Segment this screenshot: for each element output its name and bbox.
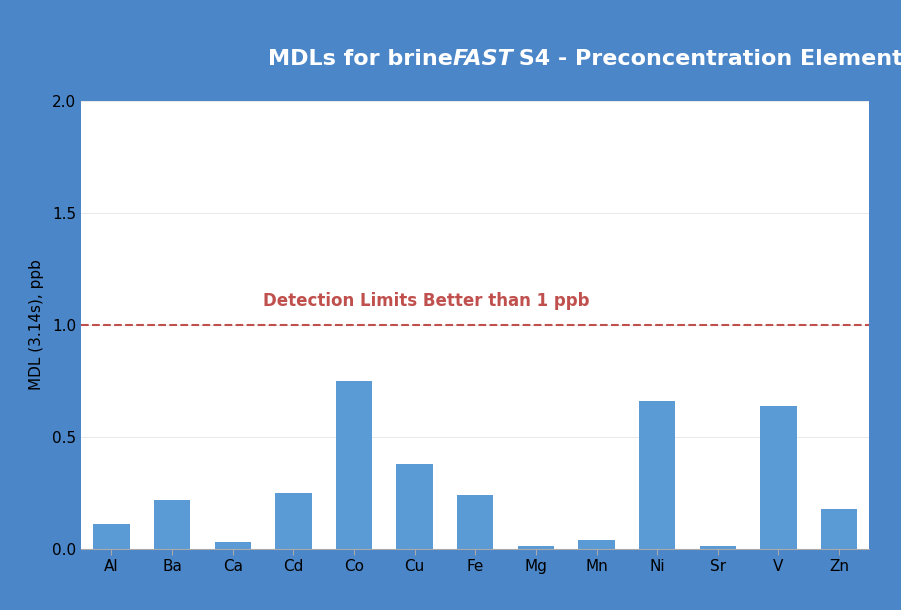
- Bar: [578, 540, 614, 549]
- Text: Detection Limits Better than 1 ppb: Detection Limits Better than 1 ppb: [263, 292, 589, 310]
- Text: MDLs for brine: MDLs for brine: [268, 49, 453, 69]
- Bar: [700, 546, 736, 549]
- Y-axis label: MDL (3.14s), ppb: MDL (3.14s), ppb: [29, 259, 44, 390]
- Bar: [93, 525, 130, 549]
- Bar: [275, 493, 312, 549]
- Bar: [457, 495, 494, 549]
- Bar: [154, 500, 190, 549]
- Bar: [760, 406, 796, 549]
- Text: FAST: FAST: [453, 49, 514, 69]
- Bar: [821, 509, 858, 549]
- Bar: [518, 546, 554, 549]
- Text: S4 - Preconcentration Elements: S4 - Preconcentration Elements: [511, 49, 901, 69]
- Bar: [639, 401, 676, 549]
- Bar: [336, 381, 372, 549]
- Bar: [396, 464, 432, 549]
- Bar: [214, 542, 250, 549]
